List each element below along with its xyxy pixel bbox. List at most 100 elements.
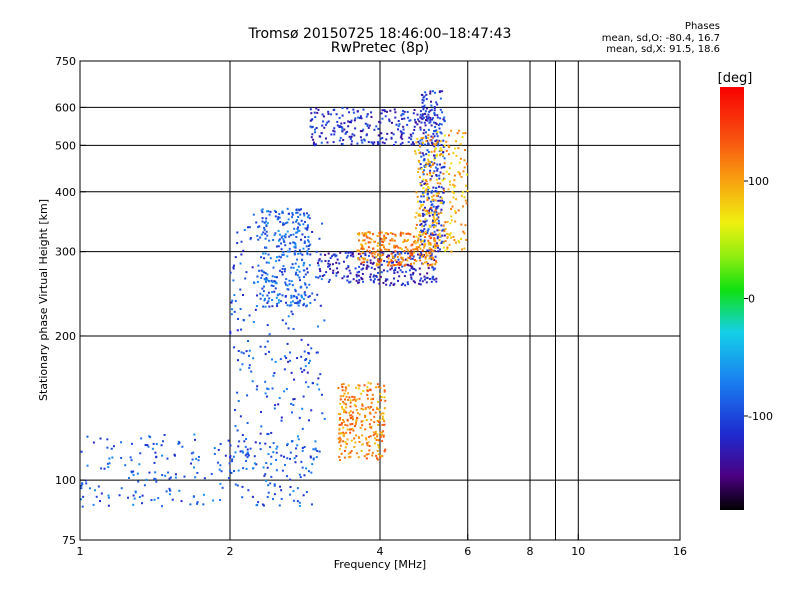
data-point xyxy=(423,239,426,242)
data-point xyxy=(421,115,424,118)
data-point xyxy=(400,252,403,255)
data-point xyxy=(171,498,174,501)
data-point xyxy=(436,103,439,106)
data-point xyxy=(300,296,303,299)
data-point xyxy=(437,192,440,195)
data-point xyxy=(361,403,364,406)
data-point xyxy=(313,144,316,147)
data-point xyxy=(368,449,371,452)
data-point xyxy=(438,232,441,235)
data-point xyxy=(436,167,439,170)
data-point xyxy=(435,210,438,213)
data-point xyxy=(313,111,316,114)
data-point xyxy=(409,252,412,255)
data-point xyxy=(145,478,148,481)
data-point xyxy=(377,271,380,274)
data-point xyxy=(363,234,366,237)
data-point xyxy=(377,386,380,389)
data-point xyxy=(412,271,415,274)
data-point xyxy=(291,213,294,216)
data-point xyxy=(413,248,416,251)
data-point xyxy=(439,163,442,166)
data-point xyxy=(443,116,446,119)
data-point xyxy=(399,233,402,236)
data-point xyxy=(354,127,357,130)
data-point xyxy=(430,264,433,267)
data-point xyxy=(227,439,230,442)
data-point xyxy=(291,313,294,316)
data-point xyxy=(107,466,110,469)
data-point xyxy=(390,258,393,261)
data-point xyxy=(346,424,349,427)
data-point xyxy=(435,192,438,195)
data-point xyxy=(442,191,445,194)
data-point xyxy=(419,251,422,254)
data-point xyxy=(419,182,422,185)
data-point xyxy=(349,136,352,139)
data-point xyxy=(267,210,270,213)
data-point xyxy=(350,251,353,254)
data-point xyxy=(263,278,266,281)
data-point xyxy=(213,452,216,455)
data-point xyxy=(388,118,391,121)
data-point xyxy=(347,120,350,123)
data-point xyxy=(245,438,248,441)
data-point xyxy=(293,245,296,248)
data-point xyxy=(368,423,371,426)
data-point xyxy=(400,256,403,259)
data-point xyxy=(440,224,443,227)
data-point xyxy=(257,501,260,504)
data-point xyxy=(350,414,353,417)
data-point xyxy=(307,470,310,473)
data-point xyxy=(297,226,300,229)
data-point xyxy=(407,252,410,255)
data-point xyxy=(461,136,464,139)
data-point xyxy=(290,266,293,269)
data-point xyxy=(421,229,424,232)
data-point xyxy=(291,300,294,303)
data-point xyxy=(450,250,453,253)
data-point xyxy=(286,250,289,253)
data-point xyxy=(367,231,370,234)
data-point xyxy=(424,135,427,138)
data-point xyxy=(363,261,366,264)
data-point xyxy=(164,474,167,477)
data-point xyxy=(361,434,364,437)
data-point xyxy=(453,186,456,189)
data-point xyxy=(434,260,437,263)
data-point xyxy=(349,428,352,431)
data-point xyxy=(306,224,309,227)
data-point xyxy=(284,236,287,239)
data-point xyxy=(289,242,292,245)
data-point xyxy=(151,447,154,450)
data-point xyxy=(428,257,431,260)
data-point xyxy=(394,268,397,271)
data-point xyxy=(341,114,344,117)
data-point xyxy=(80,498,83,501)
data-point xyxy=(429,116,432,119)
data-point xyxy=(242,467,245,470)
data-point xyxy=(380,263,383,266)
data-point xyxy=(293,253,296,256)
data-point xyxy=(358,239,361,242)
data-point xyxy=(277,403,280,406)
data-point xyxy=(181,445,184,448)
data-point xyxy=(342,383,345,386)
data-point xyxy=(428,251,431,254)
data-point xyxy=(307,239,310,242)
data-point xyxy=(278,293,281,296)
data-point xyxy=(134,491,137,494)
data-point xyxy=(342,434,345,437)
data-point xyxy=(345,406,348,409)
data-point xyxy=(338,428,341,431)
data-point xyxy=(426,229,429,232)
data-point xyxy=(277,299,280,302)
data-point xyxy=(460,237,463,240)
y-tick-label: 300 xyxy=(55,246,76,259)
data-point xyxy=(343,128,346,131)
data-point xyxy=(344,251,347,254)
colorbar xyxy=(720,87,744,510)
data-point xyxy=(277,216,280,219)
data-point xyxy=(433,230,436,233)
data-point xyxy=(348,121,351,124)
